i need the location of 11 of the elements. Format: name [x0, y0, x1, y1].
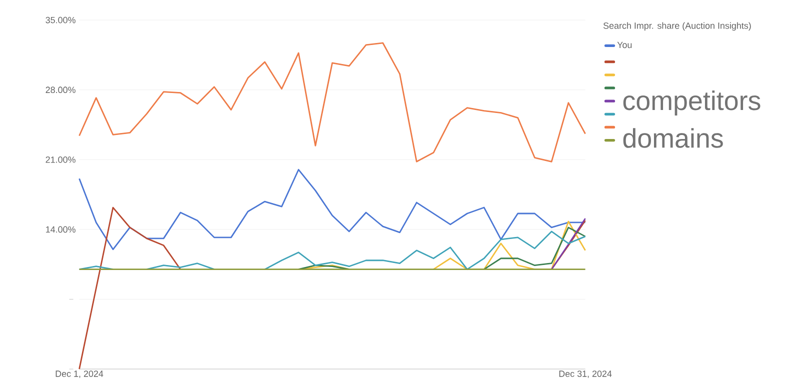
x-tick-label: Dec 31, 2024	[559, 370, 612, 378]
x-tick-label: Dec 1, 2024	[56, 370, 104, 378]
legend-title: Search Impr. share (Auction Insights)	[603, 22, 751, 31]
text: domains	[623, 128, 723, 148]
line-series	[78, 42, 586, 162]
y-tick-label: 35.00%	[46, 16, 76, 24]
legend-label: You	[617, 42, 632, 48]
text: competitors	[623, 90, 760, 116]
y-tick-label: 28.00%	[46, 86, 76, 94]
y-tick-label: 21.00%	[46, 156, 76, 163]
y-tick-label: 14.00%	[46, 226, 76, 233]
